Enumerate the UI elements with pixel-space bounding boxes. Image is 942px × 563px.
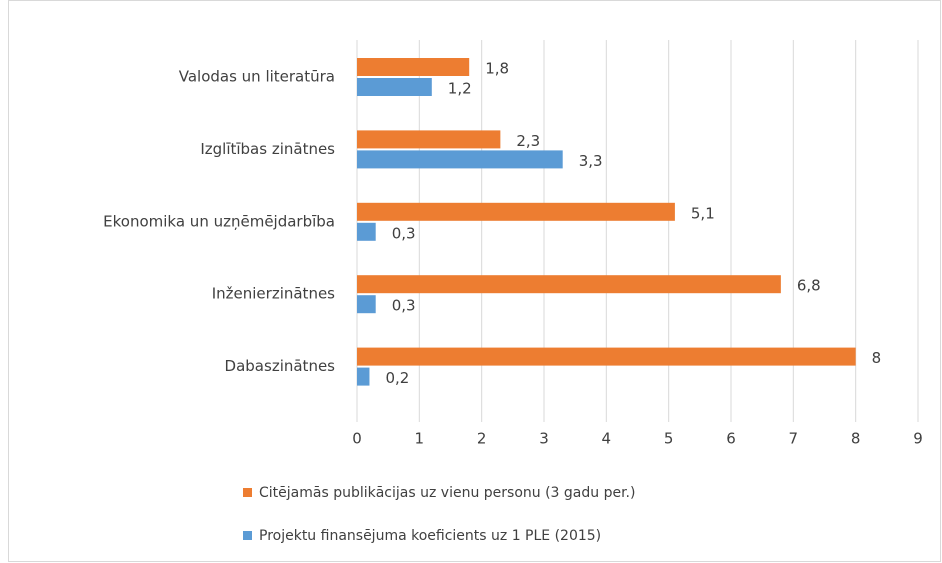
value-label: 8 (872, 349, 882, 367)
x-tick-label: 0 (352, 430, 362, 448)
bar (357, 202, 675, 221)
x-tick-label: 8 (851, 430, 861, 448)
value-label: 6,8 (797, 277, 821, 295)
bar (357, 58, 470, 76)
legend-label: Citējamās publikācijas uz vienu personu … (259, 485, 635, 501)
value-label: 2,3 (516, 132, 540, 150)
legend-label: Projektu finansējuma koeficients uz 1 PL… (259, 528, 601, 544)
bar (357, 347, 856, 366)
x-tick-label: 9 (913, 430, 923, 448)
bar (357, 295, 376, 314)
y-tick-label: Dabaszinātnes (225, 357, 336, 375)
bar (357, 367, 370, 386)
y-tick-label: Ekonomika un uzņēmējdarbība (103, 212, 335, 230)
x-tick-label: 7 (789, 430, 799, 448)
value-label: 0,3 (392, 297, 416, 315)
bar (357, 78, 432, 96)
value-label: 1,8 (485, 60, 509, 78)
value-label: 1,2 (448, 80, 472, 98)
value-label: 3,3 (579, 152, 603, 170)
legend-swatch (243, 488, 252, 497)
x-tick-label: 5 (664, 430, 674, 448)
y-tick-label: Valodas un literatūra (179, 68, 335, 86)
x-tick-label: 4 (602, 430, 612, 448)
x-tick-label: 6 (726, 430, 736, 448)
value-label: 5,1 (691, 204, 715, 222)
x-tick-label: 1 (415, 430, 425, 448)
x-tick-label: 2 (477, 430, 487, 448)
bar (357, 150, 563, 169)
y-tick-label: Izglītības zinātnes (200, 140, 335, 158)
value-label: 0,3 (392, 224, 416, 242)
value-label: 0,2 (385, 369, 409, 387)
legend-swatch (243, 531, 252, 540)
bar (357, 130, 501, 149)
bar (357, 275, 781, 294)
x-tick-label: 3 (539, 430, 549, 448)
bar (357, 222, 376, 241)
y-tick-label: Inženierzinātnes (212, 285, 335, 303)
